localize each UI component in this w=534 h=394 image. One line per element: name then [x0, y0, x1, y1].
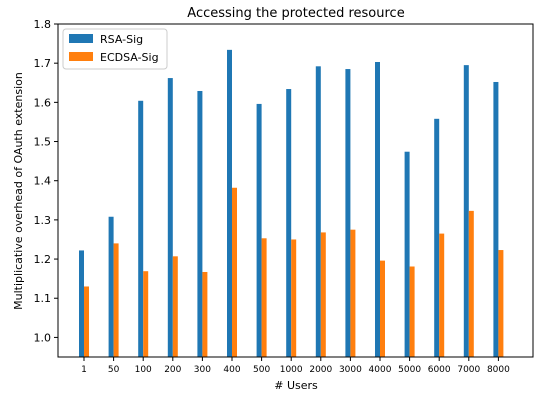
x-axis: 1 50 100 200 300 400 500 1000 2000 3000 4000 5000 60… [81, 357, 510, 375]
rsa-sig-bar [167, 78, 173, 357]
x-tick-label: 1 [81, 365, 87, 375]
x-tick-label: 500 [253, 365, 270, 375]
ecdsa-sig-bar [202, 271, 208, 357]
x-tick-label: 5000 [398, 365, 421, 375]
ecdsa-sig-bar [380, 260, 385, 357]
x-tick-label: 7000 [457, 365, 480, 375]
x-tick-label: 2000 [309, 365, 332, 375]
y-tick-label: 1.6 [34, 96, 52, 109]
x-tick-label: 3000 [339, 365, 362, 375]
ecdsa-sig-bar [232, 187, 237, 357]
ecdsa-sig-bar [498, 250, 504, 357]
y-axis: 1.0 1.1 1.2 1.3 1.4 1.5 1.6 1.7 1.8 [34, 18, 58, 344]
y-tick-label: 1.7 [34, 57, 52, 70]
rsa-sig-bar [227, 49, 232, 357]
legend: RSA-Sig ECDSA-Sig [62, 28, 168, 70]
ecdsa-sig-bar [172, 256, 178, 357]
x-axis-title: # Users [274, 379, 318, 392]
rsa-sig-bar [345, 69, 351, 357]
plot-frame [57, 23, 534, 358]
rsa-sig-bar [315, 66, 321, 358]
rsa-sig-bar [197, 90, 203, 358]
ecdsa-sig-bar [261, 238, 267, 357]
x-tick-label: 8000 [487, 365, 510, 375]
x-tick-label: 200 [164, 365, 181, 375]
rsa-sig-bar [286, 89, 292, 357]
ecdsa-sig-bar [320, 232, 326, 357]
rsa-sig-bar [434, 118, 440, 357]
rsa-sig-bar [108, 216, 114, 357]
y-tick-label: 1.8 [34, 18, 52, 31]
ecdsa-sig-bar [143, 271, 149, 357]
bars-group [79, 49, 504, 358]
rsa-sig-bar [256, 103, 262, 357]
y-tick-label: 1.5 [34, 136, 52, 149]
y-tick-label: 1.1 [34, 292, 52, 305]
x-tick-label: 50 [108, 365, 120, 375]
rsa-sig-bar [493, 81, 499, 358]
x-tick-label: 300 [194, 365, 211, 375]
y-tick-label: 1.4 [34, 175, 52, 188]
y-tick-label: 1.3 [34, 214, 52, 227]
chart-title: Accessing the protected resource [187, 6, 404, 21]
y-tick-label: 1.0 [34, 331, 52, 344]
ecdsa-sig-bar [291, 239, 297, 357]
legend-swatch [69, 52, 93, 61]
ecdsa-sig-bar [113, 243, 119, 357]
legend-label: RSA-Sig [100, 33, 143, 46]
ecdsa-sig-bar [409, 266, 415, 357]
ecdsa-sig-bar [439, 233, 445, 357]
x-tick-label: 1000 [280, 365, 303, 375]
rsa-sig-bar [463, 65, 469, 358]
rsa-sig-bar [79, 250, 84, 357]
x-tick-label: 6000 [428, 365, 451, 375]
y-axis-title: Multiplicative overhead of OAuth extensi… [12, 72, 25, 310]
rsa-sig-bar [138, 100, 144, 357]
x-tick-label: 100 [135, 365, 152, 375]
legend-swatch [69, 34, 93, 43]
legend-label: ECDSA-Sig [100, 51, 159, 64]
ecdsa-sig-bar [350, 229, 356, 357]
y-tick-label: 1.2 [34, 253, 52, 266]
ecdsa-sig-bar [84, 286, 89, 357]
x-tick-label: 400 [223, 365, 240, 375]
rsa-sig-bar [375, 62, 380, 358]
x-tick-label: 4000 [369, 365, 392, 375]
rsa-sig-bar [404, 151, 410, 357]
ecdsa-sig-bar [468, 210, 474, 357]
